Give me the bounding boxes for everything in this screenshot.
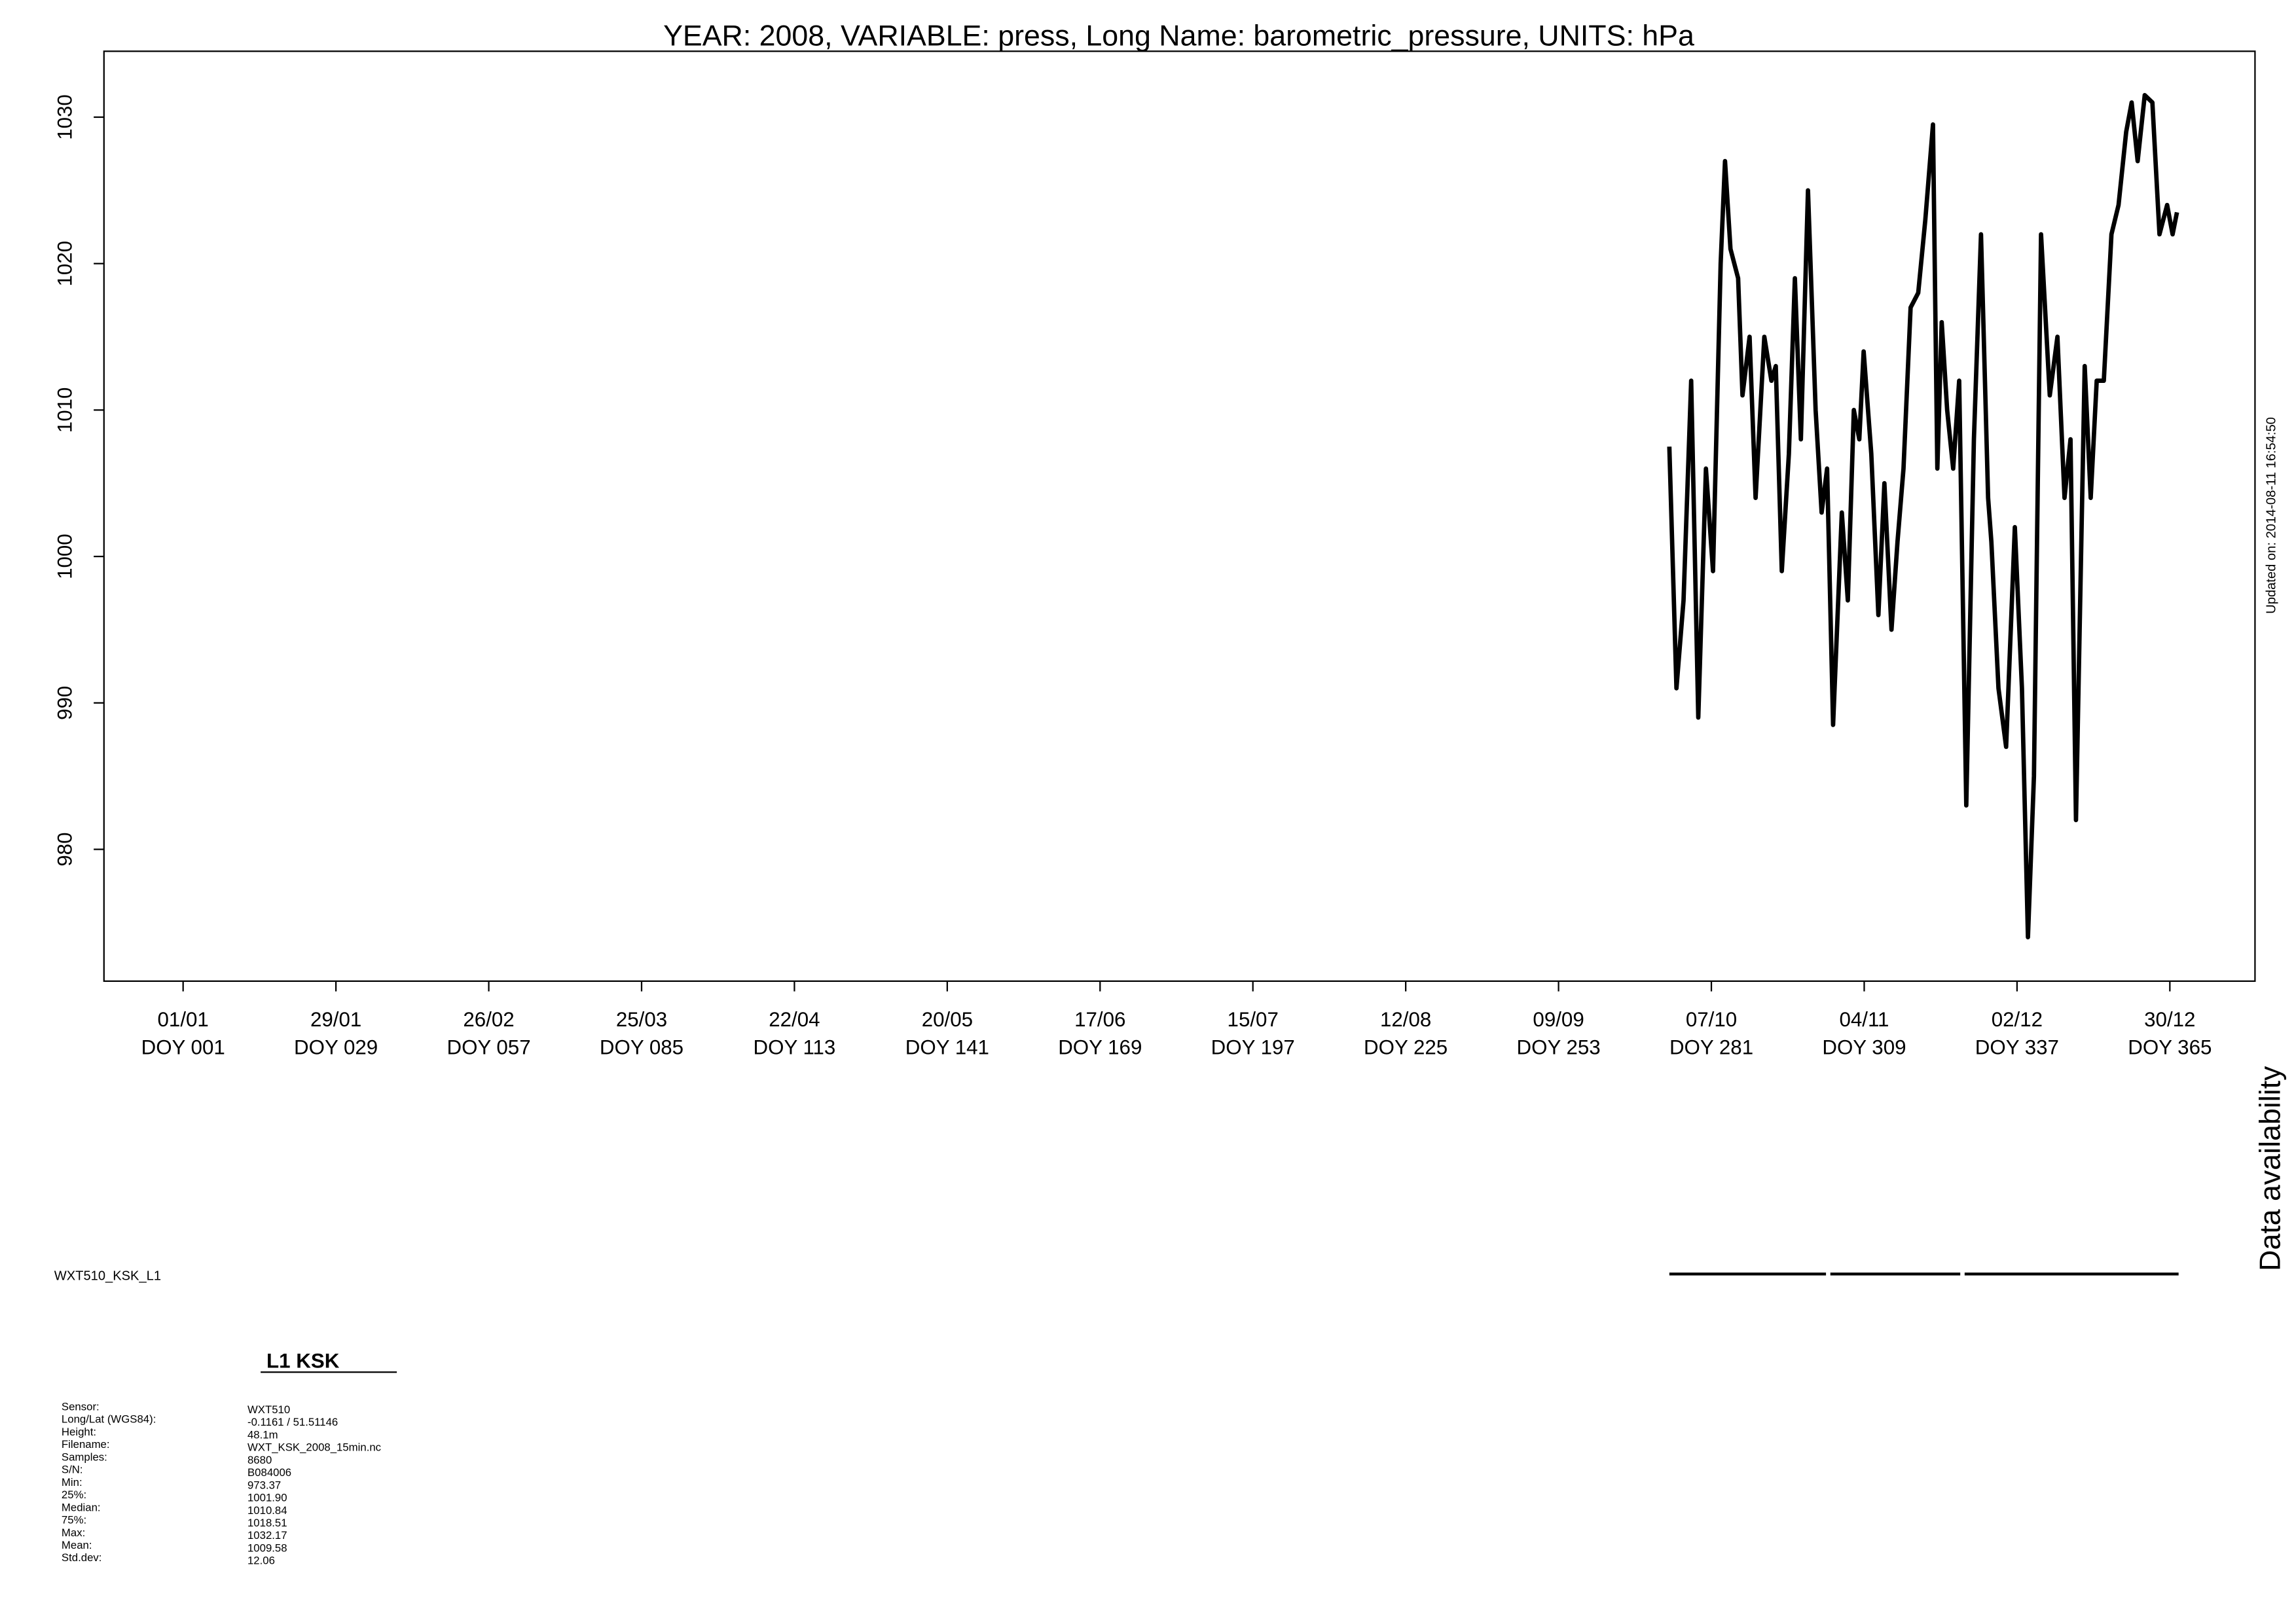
x-tick-label: 30/12 (2144, 1008, 2195, 1031)
updated-note: Updated on: 2014-08-11 16:54:50 (2265, 417, 2279, 614)
info-label: Min: (62, 1476, 82, 1489)
x-tick-doy-label: DOY 113 (754, 1036, 836, 1059)
info-value: WXT_KSK_2008_15min.nc (247, 1441, 381, 1454)
info-value: 1032.17 (247, 1529, 287, 1542)
info-label: Filename: (62, 1438, 110, 1451)
x-tick-doy-label: DOY 225 (1364, 1036, 1448, 1059)
info-value: 1018.51 (247, 1517, 287, 1529)
x-tick-doy-label: DOY 281 (1669, 1036, 1753, 1059)
x-tick-label: 04/11 (1839, 1008, 1889, 1031)
x-tick-label: 17/06 (1074, 1008, 1125, 1031)
x-tick-label: 07/10 (1686, 1008, 1737, 1031)
x-tick-doy-label: DOY 169 (1058, 1036, 1142, 1059)
x-tick-doy-label: DOY 057 (446, 1036, 530, 1059)
info-label: Max: (62, 1526, 85, 1539)
info-label: S/N: (62, 1464, 83, 1476)
chart-title: YEAR: 2008, VARIABLE: press, Long Name: … (663, 20, 1694, 52)
x-tick-label: 20/05 (922, 1008, 973, 1031)
info-label: Mean: (62, 1539, 92, 1551)
info-value: WXT510 (247, 1403, 290, 1416)
info-label: Height: (62, 1426, 96, 1438)
station-label: WXT510_KSK_L1 (54, 1269, 161, 1283)
info-value: 973.37 (247, 1479, 281, 1491)
x-tick-doy-label: DOY 309 (1822, 1036, 1906, 1059)
x-tick-label: 15/07 (1228, 1008, 1279, 1031)
x-tick-doy-label: DOY 001 (141, 1036, 225, 1059)
x-tick-doy-label: DOY 337 (1975, 1036, 2059, 1059)
y-tick-label: 1010 (54, 388, 77, 433)
y-tick-label: 1030 (54, 94, 77, 140)
info-label: Long/Lat (WGS84): (62, 1413, 156, 1426)
info-label: Sensor: (62, 1400, 100, 1413)
x-tick-doy-label: DOY 141 (905, 1036, 989, 1059)
x-tick-doy-label: DOY 253 (1517, 1036, 1601, 1059)
x-tick-label: 01/01 (158, 1008, 209, 1031)
info-label: Samples: (62, 1451, 107, 1463)
x-tick-doy-label: DOY 085 (600, 1036, 683, 1059)
info-title: L1 KSK (266, 1349, 340, 1372)
info-value: 1009.58 (247, 1542, 287, 1554)
info-label: 25%: (62, 1489, 86, 1501)
x-tick-label: 09/09 (1533, 1008, 1584, 1031)
x-tick-doy-label: DOY 365 (2128, 1036, 2212, 1059)
info-table: Sensor: WXT510 Long/Lat (WGS84): -0.1161 / … (62, 1400, 381, 1566)
info-value: -0.1161 / 51.51146 (247, 1416, 338, 1428)
x-tick-label: 22/04 (769, 1008, 820, 1031)
info-value: B084006 (247, 1466, 291, 1479)
x-tick-doy-label: DOY 197 (1211, 1036, 1295, 1059)
availability-label: Data availability (2254, 1066, 2286, 1271)
y-tick-label: 990 (54, 686, 77, 720)
info-label: Median: (62, 1501, 101, 1513)
info-label: 75%: (62, 1514, 86, 1526)
x-tick-label: 12/08 (1380, 1008, 1431, 1031)
x-tick-label: 29/01 (310, 1008, 361, 1031)
info-value: 48.1m (247, 1428, 278, 1441)
plot-frame (103, 50, 2256, 983)
y-tick-label: 1000 (54, 533, 77, 579)
y-tick-label: 980 (54, 832, 77, 866)
x-tick-label: 26/02 (463, 1008, 514, 1031)
info-value: 1010.84 (247, 1504, 287, 1517)
data-line (1667, 93, 2179, 940)
x-tick-doy-label: DOY 029 (294, 1036, 378, 1059)
info-value: 12.06 (247, 1555, 275, 1567)
info-label: Std.dev: (62, 1551, 102, 1564)
x-tick-label: 25/03 (616, 1008, 667, 1031)
x-tick-label: 02/12 (1992, 1008, 2043, 1031)
y-tick-label: 1020 (54, 241, 77, 287)
info-value: 1001.90 (247, 1492, 287, 1504)
info-value: 8680 (247, 1454, 272, 1466)
